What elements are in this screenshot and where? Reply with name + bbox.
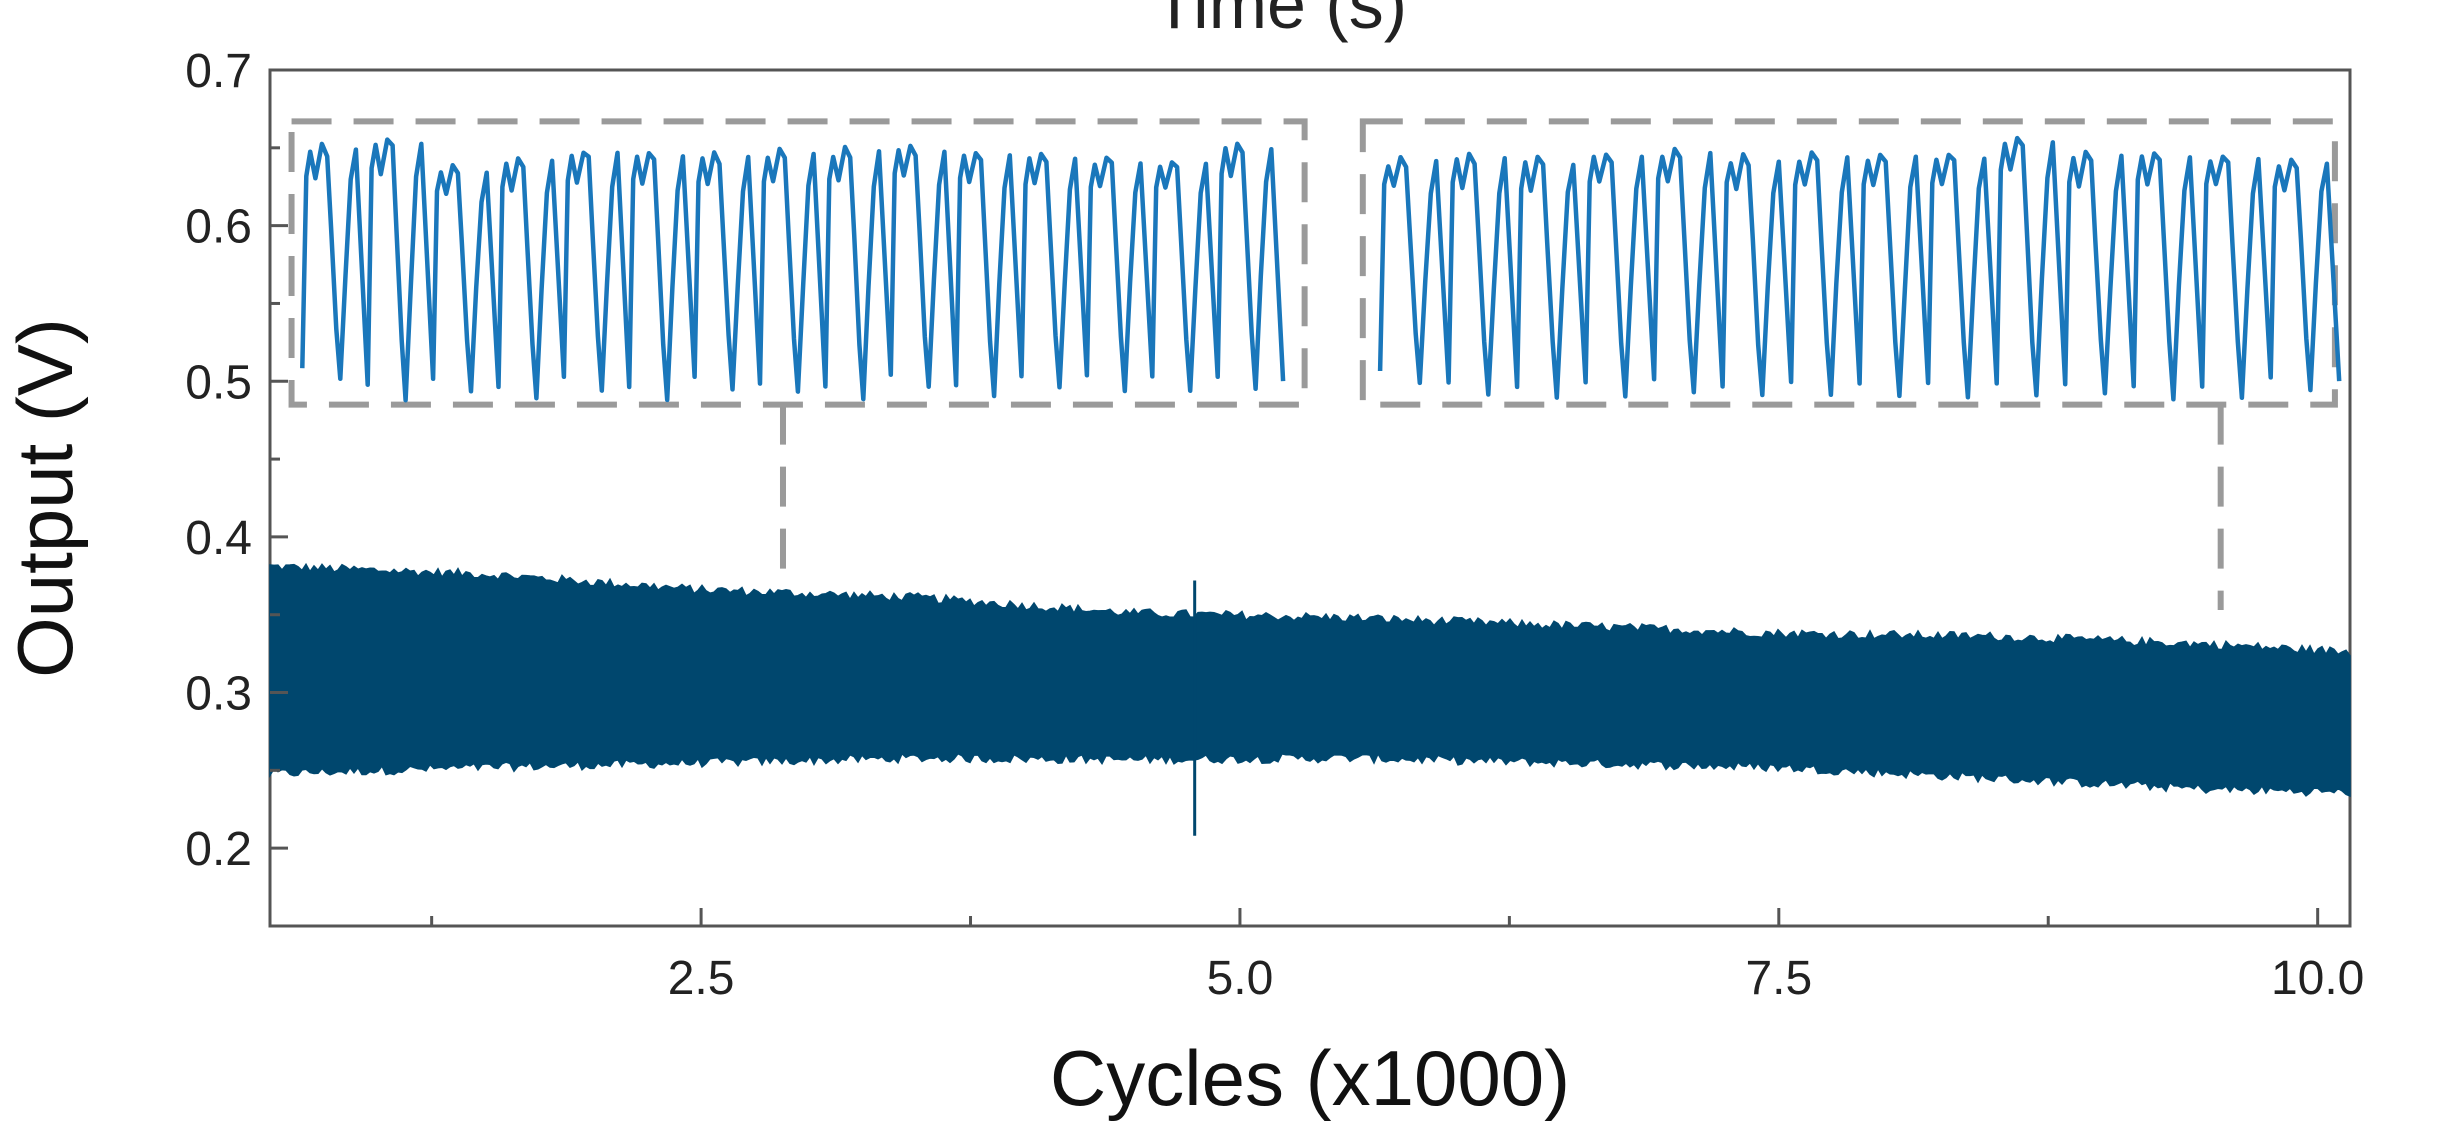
inset-waveform-2 bbox=[1377, 135, 2342, 402]
y-tick-label: 0.5 bbox=[185, 356, 252, 409]
inset-dashed-box-1 bbox=[288, 118, 1308, 408]
cut-off-title: Time (s) bbox=[1153, 0, 1407, 43]
y-tick-label: 0.3 bbox=[185, 668, 252, 721]
inset-dashed-box-2 bbox=[1359, 118, 2338, 408]
main-signal-envelope bbox=[269, 562, 2351, 798]
y-tick-label: 0.2 bbox=[185, 823, 252, 876]
x-tick-label: 5.0 bbox=[1207, 952, 1274, 1005]
y-axis: 0.2 0.3 0.4 0.5 0.6 0.7 bbox=[185, 45, 288, 876]
inset-annotations bbox=[288, 118, 2338, 611]
y-axis-title: Output (V) bbox=[1, 318, 89, 678]
x-axis-title: Cycles (x1000) bbox=[1050, 1034, 1570, 1122]
plot-area bbox=[268, 68, 2352, 928]
plot-frame bbox=[268, 68, 2352, 928]
inset-waveform-1 bbox=[300, 137, 1286, 403]
y-tick-label: 0.4 bbox=[185, 512, 252, 565]
y-tick-label: 0.7 bbox=[185, 45, 252, 98]
x-tick-label: 7.5 bbox=[1745, 952, 1812, 1005]
x-tick-label: 2.5 bbox=[668, 952, 735, 1005]
inset-waveforms bbox=[300, 135, 2342, 403]
x-axis: 2.5 5.0 7.5 10.0 bbox=[430, 908, 2364, 1005]
chart-top-cut: Time (s) bbox=[1153, 0, 1407, 43]
x-tick-label: 10.0 bbox=[2271, 952, 2364, 1005]
y-tick-label: 0.6 bbox=[185, 201, 252, 254]
